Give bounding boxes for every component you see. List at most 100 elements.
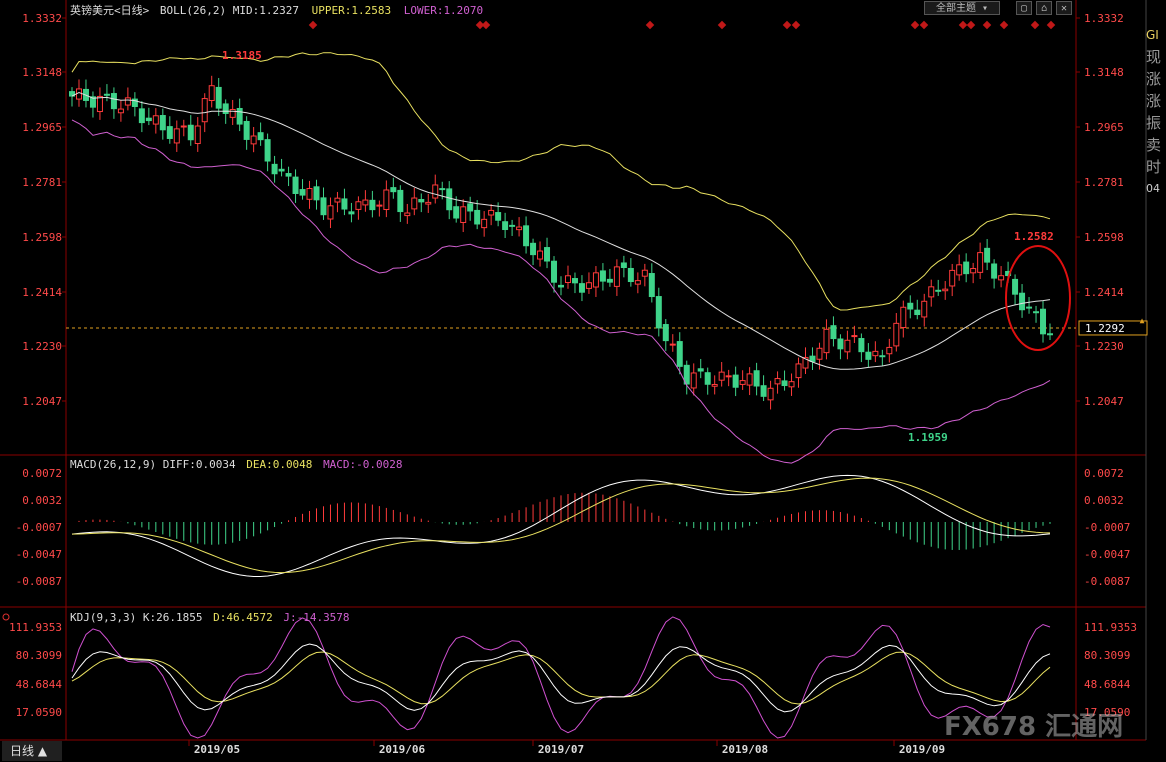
candle-body bbox=[774, 378, 781, 385]
candle-body bbox=[369, 199, 376, 211]
candle-body bbox=[564, 275, 571, 284]
candle-body bbox=[523, 225, 530, 247]
candle-body bbox=[655, 296, 662, 329]
boll-mid-line bbox=[71, 91, 1051, 370]
candle-body bbox=[970, 268, 977, 274]
macd-tick-left: 0.0032 bbox=[22, 494, 62, 507]
price-tick-right: 1.2598 bbox=[1084, 231, 1124, 244]
candle-body bbox=[977, 252, 984, 273]
theme-dropdown[interactable]: 全部主题 ▾ bbox=[924, 1, 1000, 15]
candle-body bbox=[159, 115, 166, 131]
kdj-k: K:26.1855 bbox=[142, 611, 203, 624]
lock-button[interactable]: ⌂ bbox=[1036, 1, 1052, 15]
candle-body bbox=[1040, 308, 1047, 335]
candle-body bbox=[467, 203, 474, 212]
macd-tick-right: 0.0072 bbox=[1084, 467, 1124, 480]
period-tab[interactable]: 日线 ▲ bbox=[2, 741, 62, 761]
candle-body bbox=[830, 325, 837, 340]
candle-body bbox=[851, 335, 858, 338]
macd-value: MACD:-0.0028 bbox=[323, 458, 403, 471]
candle-body bbox=[935, 289, 942, 292]
candle-body bbox=[131, 98, 138, 107]
candle-body bbox=[599, 270, 606, 282]
kdj-tick-right: 80.3099 bbox=[1084, 649, 1130, 662]
candle-body bbox=[900, 306, 907, 329]
candle-body bbox=[201, 98, 208, 123]
candle-body bbox=[669, 343, 676, 346]
kdj-j: J:-14.3578 bbox=[283, 611, 350, 624]
candle-body bbox=[138, 108, 145, 124]
candle-body bbox=[194, 125, 201, 145]
candle-body bbox=[676, 341, 683, 367]
candle-body bbox=[334, 197, 341, 203]
candle-body bbox=[781, 380, 788, 387]
candle-body bbox=[103, 93, 110, 96]
candle-body bbox=[558, 284, 564, 288]
price-tick-left: 1.3148 bbox=[22, 66, 62, 79]
candle-body bbox=[75, 88, 82, 100]
candle-body bbox=[509, 224, 516, 227]
boll-upper-line bbox=[71, 52, 1051, 311]
candle-body bbox=[306, 188, 313, 200]
candle-body bbox=[942, 288, 949, 292]
candle-body bbox=[453, 206, 460, 219]
candle-body bbox=[516, 226, 523, 231]
candle-body bbox=[1033, 311, 1040, 314]
candle-body bbox=[208, 85, 215, 102]
candle-body bbox=[634, 280, 641, 285]
quote-sidebar[interactable]: GI 现 涨 涨 振 卖 时 04 bbox=[1146, 24, 1166, 200]
candle-body bbox=[110, 93, 117, 110]
candle-body bbox=[627, 267, 634, 283]
kdj-tick-left: 111.9353 bbox=[9, 621, 62, 634]
candle-body bbox=[432, 184, 439, 199]
candle-body bbox=[592, 272, 599, 288]
candle-body bbox=[767, 387, 774, 401]
close-button[interactable]: ✕ bbox=[1056, 1, 1072, 15]
candle-body bbox=[544, 247, 551, 262]
price-tick-right: 1.2414 bbox=[1084, 286, 1124, 299]
candle-body bbox=[236, 107, 243, 125]
candle-body bbox=[1026, 306, 1033, 309]
macd-tick-left: -0.0047 bbox=[16, 548, 62, 561]
macd-tick-right: -0.0007 bbox=[1084, 521, 1130, 534]
candle-body bbox=[984, 247, 991, 263]
candle-body bbox=[222, 103, 229, 114]
candle-body bbox=[383, 189, 390, 211]
candle-body bbox=[152, 115, 159, 125]
candle-body bbox=[578, 283, 585, 293]
signal-diamond-icon bbox=[919, 20, 929, 30]
candle-body bbox=[488, 209, 495, 216]
candle-body bbox=[474, 209, 481, 225]
sidebar-item: 涨 bbox=[1146, 92, 1162, 110]
kdj-tick-right: 111.9353 bbox=[1084, 621, 1137, 634]
candle-body bbox=[725, 375, 732, 378]
price-tick-right: 1.2781 bbox=[1084, 176, 1124, 189]
candle-body bbox=[991, 263, 998, 279]
price-tick-left: 1.2781 bbox=[22, 176, 62, 189]
candle-body bbox=[641, 269, 648, 277]
kdj-title: KDJ(9,3,3) bbox=[70, 611, 137, 624]
kdj-tick-right: 17.0590 bbox=[1084, 706, 1130, 719]
candle-body bbox=[837, 338, 844, 350]
candle-body bbox=[753, 370, 760, 387]
zoom-button[interactable]: ▢ bbox=[1016, 1, 1032, 15]
macd-header: MACD(26,12,9) DIFF:0.0034 DEA:0.0048 MAC… bbox=[70, 458, 403, 471]
sidebar-item: 现 bbox=[1146, 48, 1162, 66]
high-label: 1.3185 bbox=[222, 49, 262, 62]
kdj-tick-left: 17.0590 bbox=[16, 706, 62, 719]
candle-body bbox=[690, 372, 697, 389]
highlight-ellipse bbox=[1005, 245, 1071, 351]
price-tick-right: 1.2047 bbox=[1084, 395, 1124, 408]
candle-body bbox=[187, 124, 194, 141]
candle-body bbox=[914, 309, 921, 316]
candle-body bbox=[795, 363, 802, 379]
candle-body bbox=[229, 108, 236, 118]
candle-body bbox=[425, 201, 432, 205]
price-tick-right: 1.3148 bbox=[1084, 66, 1124, 79]
symbol-label: 英镑美元<日线> bbox=[70, 4, 150, 17]
lock-icon: ⌂ bbox=[1040, 3, 1048, 14]
watermark-logo: FX678 汇通网 bbox=[944, 712, 1124, 742]
candle-body bbox=[355, 201, 362, 210]
macd-tick-right: -0.0047 bbox=[1084, 548, 1130, 561]
